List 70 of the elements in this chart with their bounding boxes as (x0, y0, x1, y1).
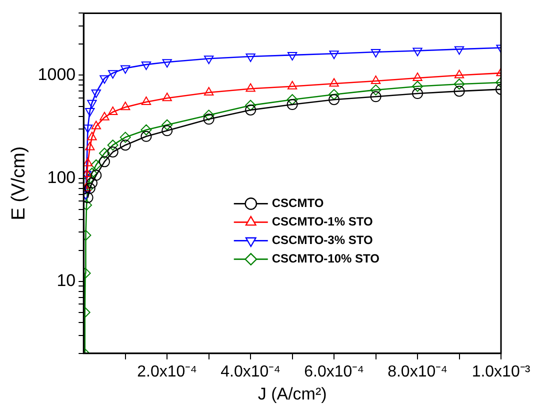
point (329, 78, 339, 87)
x-tick-label: 1.0x10⁻³ (472, 363, 531, 380)
legend-label: CSCMTO-1% STO (272, 214, 373, 229)
point (287, 52, 298, 61)
point (84, 158, 93, 166)
point (90, 170, 102, 181)
legend-label: CSCMTO-3% STO (272, 233, 373, 248)
point (86, 168, 98, 179)
point (85, 142, 95, 150)
point (85, 108, 95, 116)
point (140, 124, 152, 136)
y-tick-label: 1000 (38, 64, 76, 84)
point (454, 78, 465, 90)
point (328, 94, 340, 106)
point (120, 132, 131, 143)
point (98, 148, 110, 159)
point (120, 102, 130, 110)
point (370, 49, 381, 58)
point (84, 192, 94, 204)
point (203, 110, 214, 121)
point (91, 90, 101, 98)
point (84, 124, 93, 134)
point (246, 54, 256, 62)
point (141, 96, 152, 106)
point (454, 86, 465, 97)
point (162, 59, 172, 68)
point (412, 80, 424, 92)
point (140, 130, 152, 142)
point (120, 65, 130, 74)
point (329, 50, 339, 60)
x-tick-label: 6.0x10⁻⁴ (304, 363, 364, 380)
point (86, 178, 98, 189)
point (286, 99, 298, 110)
x-tick-label: 2.0x10⁻⁴ (137, 363, 198, 380)
point (162, 119, 173, 130)
point (100, 75, 110, 84)
point (162, 125, 173, 136)
point (91, 120, 101, 130)
point (412, 48, 422, 56)
point (87, 132, 97, 140)
point (412, 72, 422, 82)
point (245, 100, 256, 111)
point (412, 88, 424, 100)
y-tick-label: 10 (56, 271, 76, 290)
point (141, 62, 152, 70)
point (90, 159, 102, 170)
y-tick-label: 100 (47, 168, 76, 187)
point (204, 56, 214, 64)
point (370, 84, 382, 96)
point (204, 87, 214, 96)
point (108, 70, 118, 79)
point (107, 140, 118, 151)
point (454, 46, 464, 55)
x-tick-label: 4.0x10⁻⁴ (220, 363, 281, 380)
point (87, 100, 97, 108)
point (98, 156, 110, 168)
point (120, 140, 131, 151)
x-axis-title: J (A/cm²) (258, 384, 327, 404)
point (245, 104, 256, 116)
point (203, 114, 214, 125)
point (162, 92, 172, 102)
legend-label: CSCMTO (272, 196, 324, 210)
point (328, 89, 340, 100)
point (107, 146, 118, 158)
x-tick-label: 8.0x10⁻⁴ (388, 363, 448, 380)
point (370, 91, 382, 102)
legend-label: CSCMTO-10% STO (272, 252, 380, 266)
y-axis-title: E (V/cm) (8, 146, 30, 220)
point (84, 168, 92, 178)
point (286, 94, 298, 106)
